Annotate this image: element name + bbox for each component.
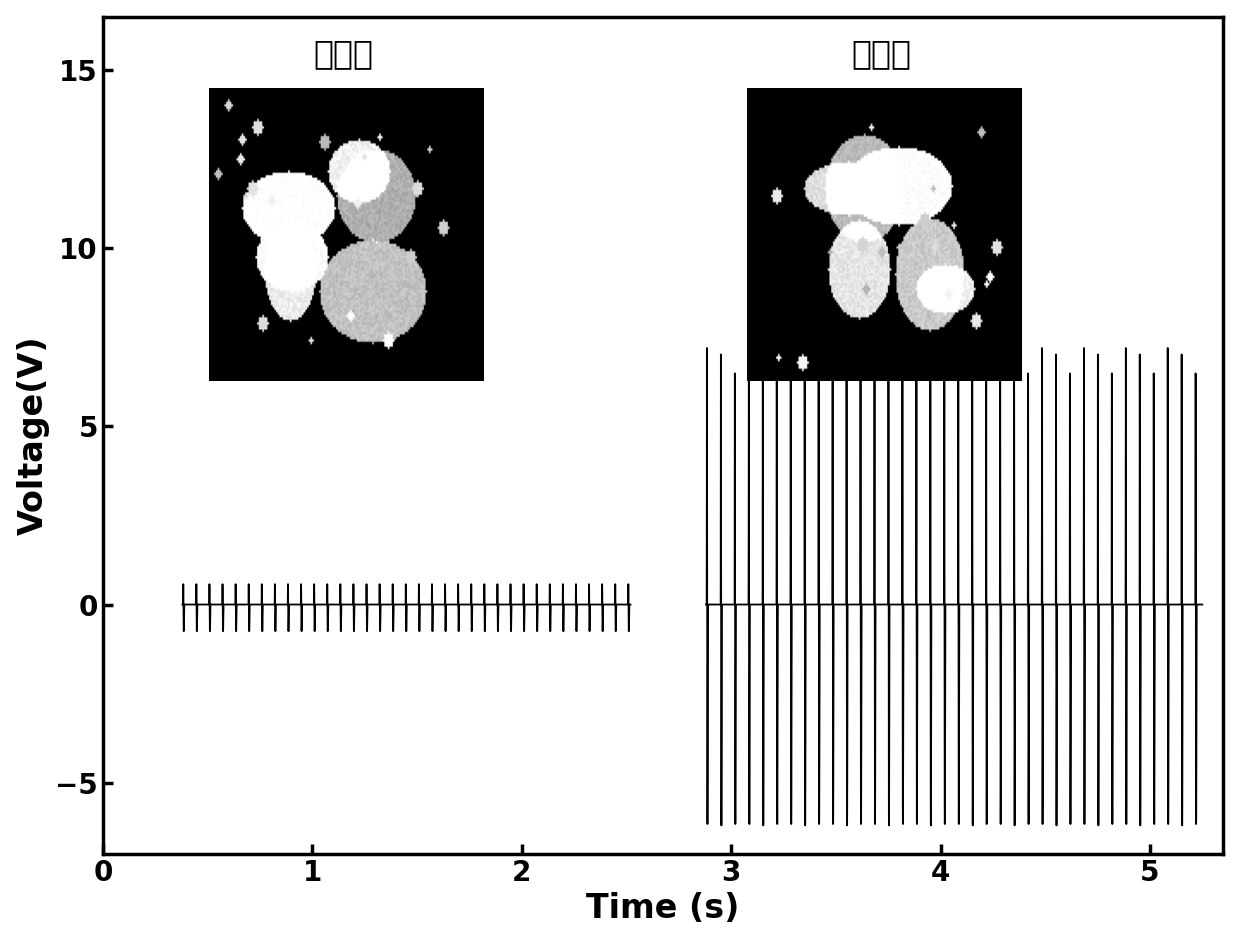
Y-axis label: Voltage(V): Voltage(V) bbox=[16, 335, 50, 535]
Text: 掺杂前: 掺杂前 bbox=[314, 38, 373, 71]
Text: 掺杂后: 掺杂后 bbox=[852, 38, 911, 71]
X-axis label: Time (s): Time (s) bbox=[587, 892, 740, 925]
